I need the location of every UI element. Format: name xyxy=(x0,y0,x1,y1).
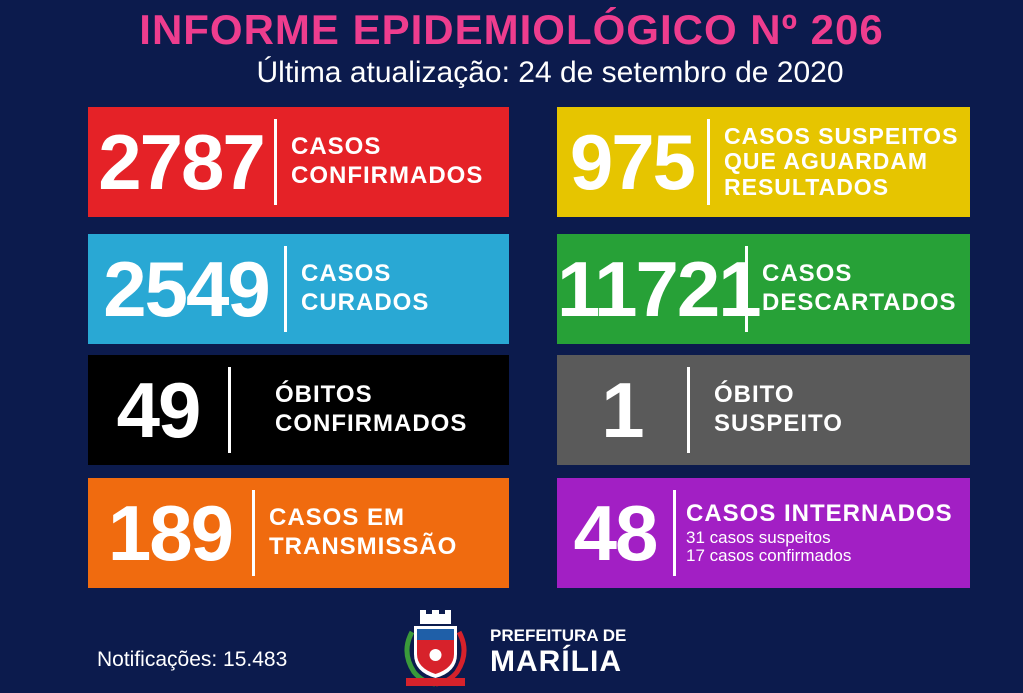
suspected-label-3: RESULTADOS xyxy=(724,173,890,200)
card-deaths: 49 ÓBITOS CONFIRMADOS xyxy=(88,355,509,465)
suspect-death-label-1: ÓBITO xyxy=(714,381,795,409)
transmission-label-1: CASOS EM xyxy=(269,504,406,532)
org-name-line2: MARÍLIA xyxy=(490,645,622,678)
divider xyxy=(707,119,710,205)
discarded-label-2: DESCARTADOS xyxy=(762,289,957,316)
divider xyxy=(687,367,690,453)
card-transmission: 189 CASOS EM TRANSMISSÃO xyxy=(88,478,509,588)
hospitalized-suspected: 31 casos suspeitos xyxy=(686,527,831,547)
card-cured: 2549 CASOS CURADOS xyxy=(88,234,509,344)
transmission-label-2: TRANSMISSÃO xyxy=(269,533,458,560)
card-suspect-death: 1 ÓBITO SUSPEITO xyxy=(557,355,970,465)
divider xyxy=(745,246,748,332)
card-confirmed: 2787 CASOS CONFIRMADOS xyxy=(88,107,509,217)
transmission-count: 189 xyxy=(107,489,234,577)
org-name-line1: PREFEITURA DE xyxy=(490,626,627,645)
suspected-count: 975 xyxy=(569,118,696,206)
card-hospitalized: 48 CASOS INTERNADOS 31 casos suspeitos 1… xyxy=(557,478,970,588)
cured-label-2: CURADOS xyxy=(301,289,430,316)
card-discarded: 11721 CASOS DESCARTADOS xyxy=(557,234,970,344)
divider xyxy=(252,490,255,576)
divider xyxy=(274,119,277,205)
confirmed-label-2: CONFIRMADOS xyxy=(291,162,484,189)
report-title: INFORME EPIDEMIOLÓGICO Nº 206 xyxy=(139,6,884,53)
hospitalized-label-1: CASOS INTERNADOS xyxy=(686,499,953,527)
suspect-death-count: 1 xyxy=(601,366,644,454)
cured-count: 2549 xyxy=(103,245,271,333)
notifications-count: Notificações: 15.483 xyxy=(97,648,288,671)
last-update: Última atualização: 24 de setembro de 20… xyxy=(256,56,844,89)
deaths-label-2: CONFIRMADOS xyxy=(275,410,468,437)
confirmed-label-1: CASOS xyxy=(291,133,382,161)
divider xyxy=(228,367,231,453)
deaths-count: 49 xyxy=(116,366,202,454)
divider xyxy=(284,246,287,332)
discarded-label-1: CASOS xyxy=(762,260,853,288)
suspect-death-label-2: SUSPEITO xyxy=(714,410,843,437)
hospitalized-confirmed: 17 casos confirmados xyxy=(686,546,852,566)
suspected-label-2: QUE AGUARDAM xyxy=(724,148,929,175)
card-suspected: 975 CASOS SUSPEITOS QUE AGUARDAM RESULTA… xyxy=(557,107,970,217)
discarded-count: 11721 xyxy=(557,245,762,333)
suspected-label-1: CASOS SUSPEITOS xyxy=(724,123,959,150)
coat-of-arms-icon xyxy=(404,610,467,687)
divider xyxy=(673,490,676,576)
cured-label-1: CASOS xyxy=(301,260,392,288)
deaths-label-1: ÓBITOS xyxy=(275,381,373,409)
confirmed-count: 2787 xyxy=(98,118,266,206)
hospitalized-count: 48 xyxy=(573,489,659,577)
